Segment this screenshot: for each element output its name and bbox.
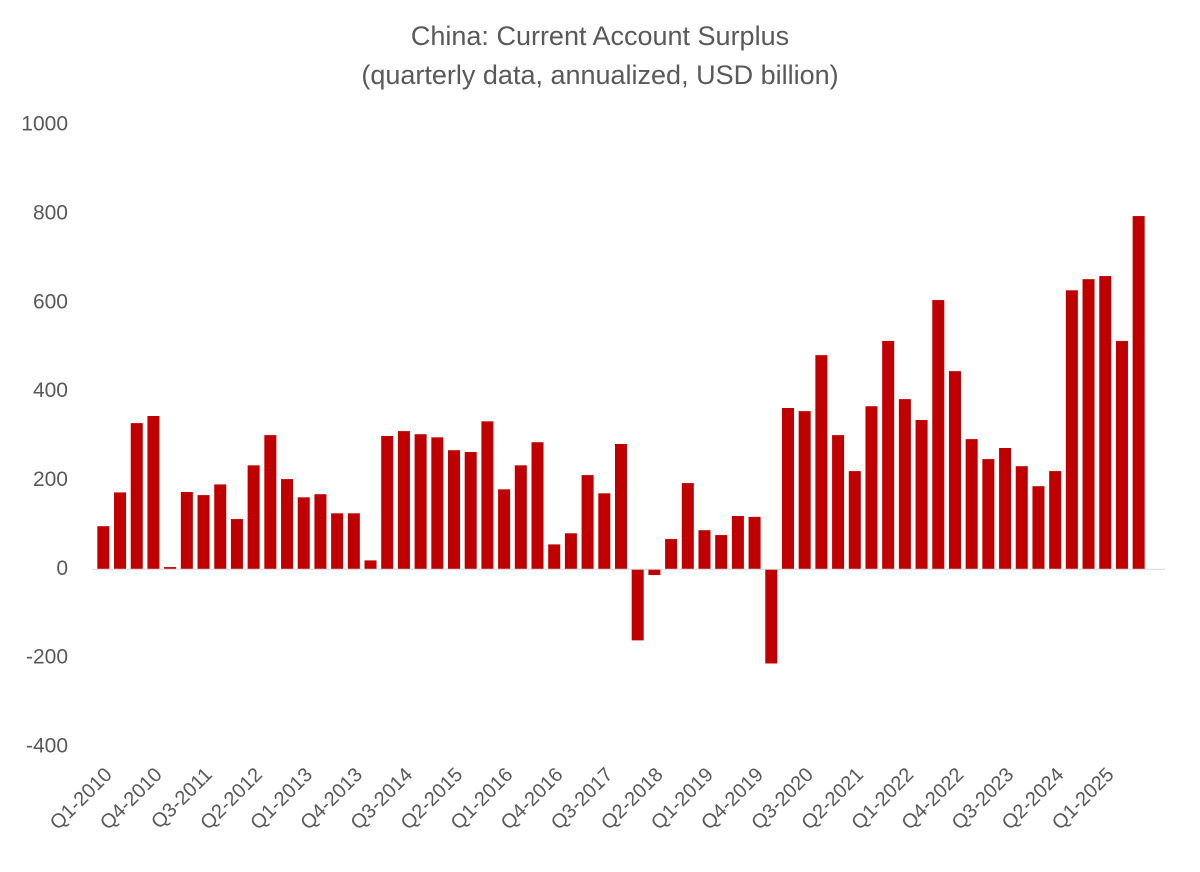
bar: [214, 484, 227, 570]
bar: [1115, 340, 1128, 570]
bar: [882, 340, 895, 570]
chart-title: China: Current Account Surplus: [411, 21, 789, 51]
y-tick-label: 600: [33, 290, 68, 313]
bar: [915, 420, 928, 570]
bar: [247, 465, 260, 570]
bar: [948, 371, 961, 570]
bar: [665, 539, 678, 570]
y-tick-label: 0: [56, 557, 68, 580]
bar: [164, 567, 177, 570]
bar: [1065, 290, 1078, 570]
bar: [982, 459, 995, 570]
bar: [448, 450, 461, 570]
bar: [681, 483, 694, 570]
y-tick-label: 400: [33, 379, 68, 402]
bar: [180, 491, 193, 570]
bar: [815, 355, 828, 570]
bar: [614, 443, 628, 570]
bar: [798, 411, 811, 570]
bar: [631, 569, 644, 641]
bar: [397, 431, 410, 570]
y-tick-label: -200: [26, 646, 68, 669]
bar: [264, 435, 277, 570]
bar: [381, 436, 394, 570]
bar: [498, 489, 511, 570]
bar: [1015, 466, 1028, 570]
bar: [197, 495, 210, 570]
bar: [331, 513, 344, 570]
y-tick-label: 800: [33, 201, 68, 224]
bar: [431, 437, 444, 570]
bar: [281, 479, 294, 570]
bar: [1132, 216, 1145, 570]
bar: [748, 516, 761, 570]
bar: [765, 569, 778, 664]
bar: [598, 493, 611, 570]
y-tick-label: 200: [33, 468, 68, 491]
bar: [414, 434, 427, 570]
bar: [932, 300, 945, 570]
bar: [1082, 279, 1095, 570]
y-tick-label: 1000: [21, 113, 68, 136]
bar: [715, 535, 728, 570]
y-tick-label: -400: [26, 735, 68, 758]
bar: [581, 475, 594, 570]
bar: [548, 544, 561, 570]
bar: [564, 533, 577, 570]
bar: [965, 439, 978, 570]
bar: [1049, 471, 1062, 570]
bar: [464, 451, 477, 570]
bar: [364, 560, 377, 570]
bar: [848, 471, 861, 570]
bar: [297, 497, 310, 570]
bar: [832, 435, 845, 570]
bar: [999, 447, 1012, 570]
bar: [314, 494, 327, 570]
bar: [698, 530, 711, 570]
bar: [230, 519, 243, 570]
bar: [514, 465, 527, 570]
bar: [898, 399, 911, 570]
bar: [781, 408, 794, 570]
bar: [865, 406, 878, 570]
bar: [648, 569, 661, 576]
bar: [1099, 276, 1112, 570]
bar: [731, 515, 744, 570]
chart-subtitle: (quarterly data, annualized, USD billion…: [361, 60, 838, 90]
bar: [1032, 486, 1045, 570]
bar: [114, 492, 127, 570]
bar: [97, 526, 110, 570]
bar: [130, 423, 143, 570]
bar: [531, 442, 544, 570]
bar: [347, 513, 360, 570]
bar: [481, 421, 494, 570]
bar: [147, 416, 160, 570]
